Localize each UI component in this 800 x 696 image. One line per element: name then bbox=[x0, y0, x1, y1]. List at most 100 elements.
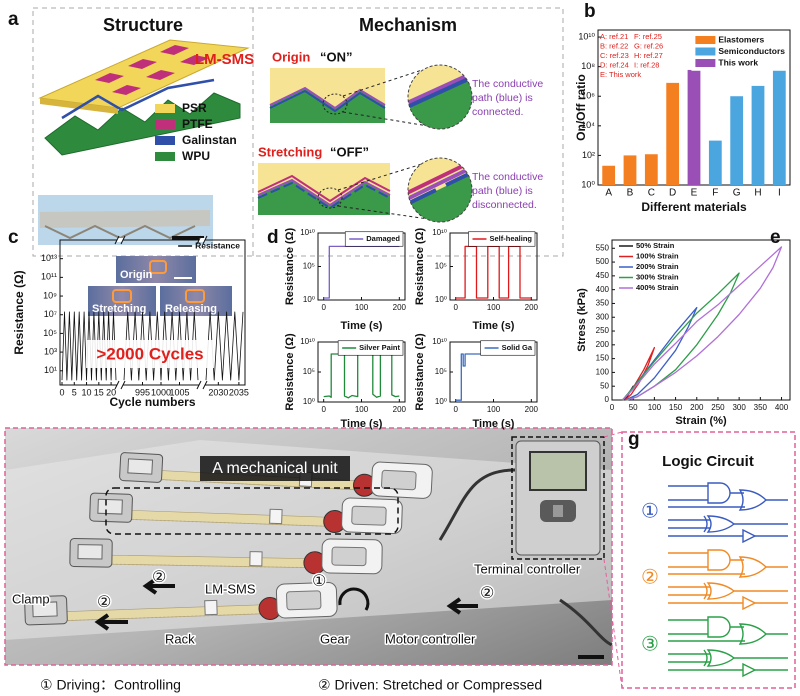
rect bbox=[4, 427, 613, 666]
photo-label: Motor controller bbox=[385, 631, 476, 646]
x-tick-label: C bbox=[648, 188, 655, 199]
polyline bbox=[257, 174, 391, 203]
y-tick-label: 10¹⁰ bbox=[300, 337, 315, 346]
panel-g: g Logic Circuit ① ② ③ bbox=[603, 429, 796, 689]
x-tick-label: 200 bbox=[525, 405, 539, 414]
path bbox=[446, 597, 478, 615]
panel-c-photos: Origin Stretching Releasing bbox=[88, 256, 232, 316]
x-tick-label: 1000 bbox=[151, 387, 171, 397]
x-tick-label: 2030 bbox=[208, 387, 228, 397]
bar bbox=[687, 69, 701, 185]
y-tick-label: 10⁰ bbox=[435, 397, 447, 406]
path bbox=[438, 468, 516, 541]
polygon bbox=[160, 45, 189, 55]
mechanism-note: The conductive bbox=[472, 78, 543, 90]
x-tick-label: 0 bbox=[59, 387, 64, 397]
x-tick-label: H bbox=[754, 188, 761, 199]
polygon bbox=[40, 210, 210, 228]
circle bbox=[407, 157, 473, 223]
y-tick-label: 10⁰ bbox=[581, 179, 595, 189]
layer-label: Galinstan bbox=[182, 133, 237, 147]
y-tick-label: 10¹ bbox=[44, 365, 57, 375]
photo-label: Releasing bbox=[165, 303, 217, 315]
y-tick-label: 250 bbox=[596, 326, 610, 335]
line bbox=[408, 164, 472, 202]
device-label: LM-SMS bbox=[195, 51, 254, 68]
path bbox=[61, 78, 215, 120]
y-tick-label: 450 bbox=[596, 271, 610, 280]
y-axis-label: On/Off ratio bbox=[574, 74, 588, 141]
polyline bbox=[257, 181, 391, 210]
y-tick-label: 10⁵ bbox=[435, 262, 447, 271]
reference-note: E: This work bbox=[600, 70, 641, 79]
polygon bbox=[128, 59, 157, 69]
polygon bbox=[408, 78, 472, 129]
charts: 10⁰ 10² 10⁴ 10⁶ 10⁸ 10¹⁰ Different materials On… bbox=[8, 1, 791, 430]
line bbox=[342, 69, 423, 97]
mechanism-note: disconnected. bbox=[472, 199, 537, 211]
chart: 10⁰ 10⁵ 10¹⁰ 0 100 200 Time (s) Resistance (Ω) S… bbox=[284, 333, 407, 430]
y-tick-label: 150 bbox=[596, 354, 610, 363]
mechanism-note: path (blue) is bbox=[472, 92, 533, 104]
legend-box bbox=[344, 231, 404, 247]
mechanism-note: connected. bbox=[472, 106, 523, 118]
y-axis-label: Resistance (Ω) bbox=[284, 333, 296, 411]
x-tick-label: E bbox=[691, 188, 698, 199]
y-tick-label: 10⁴ bbox=[581, 120, 595, 130]
reference-note: F: ref.25 bbox=[634, 32, 662, 41]
legend-box bbox=[468, 231, 536, 247]
x-tick-label: 2035 bbox=[229, 387, 249, 397]
mechanism-note: path (blue) is bbox=[472, 185, 533, 197]
annotation: >2000 Cycles bbox=[96, 344, 203, 363]
rect bbox=[155, 120, 175, 129]
x-tick-label: 995 bbox=[135, 387, 150, 397]
bar bbox=[730, 96, 744, 185]
use bbox=[667, 616, 789, 677]
reference-note: G: ref.26 bbox=[634, 41, 663, 50]
rect bbox=[155, 152, 175, 161]
y-tick-label: 0 bbox=[605, 395, 610, 404]
polygon bbox=[408, 172, 472, 222]
rect bbox=[112, 289, 132, 303]
x-axis-label: Time (s) bbox=[473, 418, 515, 430]
legend-swatch bbox=[695, 59, 716, 67]
axis-break bbox=[199, 238, 205, 242]
axis-break bbox=[114, 235, 126, 245]
state-name: Stretching bbox=[258, 144, 322, 159]
marker: ② bbox=[152, 569, 166, 586]
x-tick-label: 100 bbox=[648, 403, 662, 412]
reference-note: H: ref.27 bbox=[634, 51, 663, 60]
y-tick-label: 10¹⁰ bbox=[432, 228, 447, 237]
y-tick-label: 10³ bbox=[44, 346, 57, 356]
y-tick-label: 50 bbox=[600, 381, 609, 390]
bar bbox=[751, 85, 765, 185]
legend-label: 400% Strain bbox=[636, 283, 679, 292]
polygon bbox=[95, 73, 124, 83]
plot-frame bbox=[59, 239, 246, 386]
data-line bbox=[323, 245, 400, 299]
photo-label: Origin bbox=[120, 269, 153, 281]
legend-box bbox=[337, 340, 404, 356]
y-tick-label: 10⁰ bbox=[303, 397, 315, 406]
legend-label: Silver Paint bbox=[359, 343, 400, 352]
legend-label: Elastomers bbox=[718, 34, 764, 44]
line bbox=[342, 111, 429, 127]
y-tick-label: 550 bbox=[596, 243, 610, 252]
axis-break bbox=[196, 380, 208, 390]
y-tick-label: 10⁶ bbox=[581, 91, 595, 101]
group-number: ① bbox=[641, 500, 659, 522]
data-line bbox=[455, 245, 532, 299]
rect bbox=[185, 289, 205, 303]
marker: ① bbox=[312, 573, 326, 590]
chart: 10¹ 10³ 10⁵ 10⁷ 10⁹ 10¹¹ 10¹³ 0 5 10 15 20 995 100010… bbox=[8, 227, 249, 409]
x-axis-label: Time (s) bbox=[341, 418, 383, 430]
mechanism-title: Mechanism bbox=[359, 15, 457, 35]
y-tick-label: 10⁵ bbox=[43, 328, 57, 338]
bar bbox=[644, 154, 658, 185]
x-tick-label: 200 bbox=[393, 405, 407, 414]
x-tick-label: 200 bbox=[690, 403, 704, 412]
y-tick-label: 10⁹ bbox=[43, 290, 57, 300]
layer-label: PTFE bbox=[182, 117, 213, 131]
panel-label: a bbox=[8, 9, 19, 30]
